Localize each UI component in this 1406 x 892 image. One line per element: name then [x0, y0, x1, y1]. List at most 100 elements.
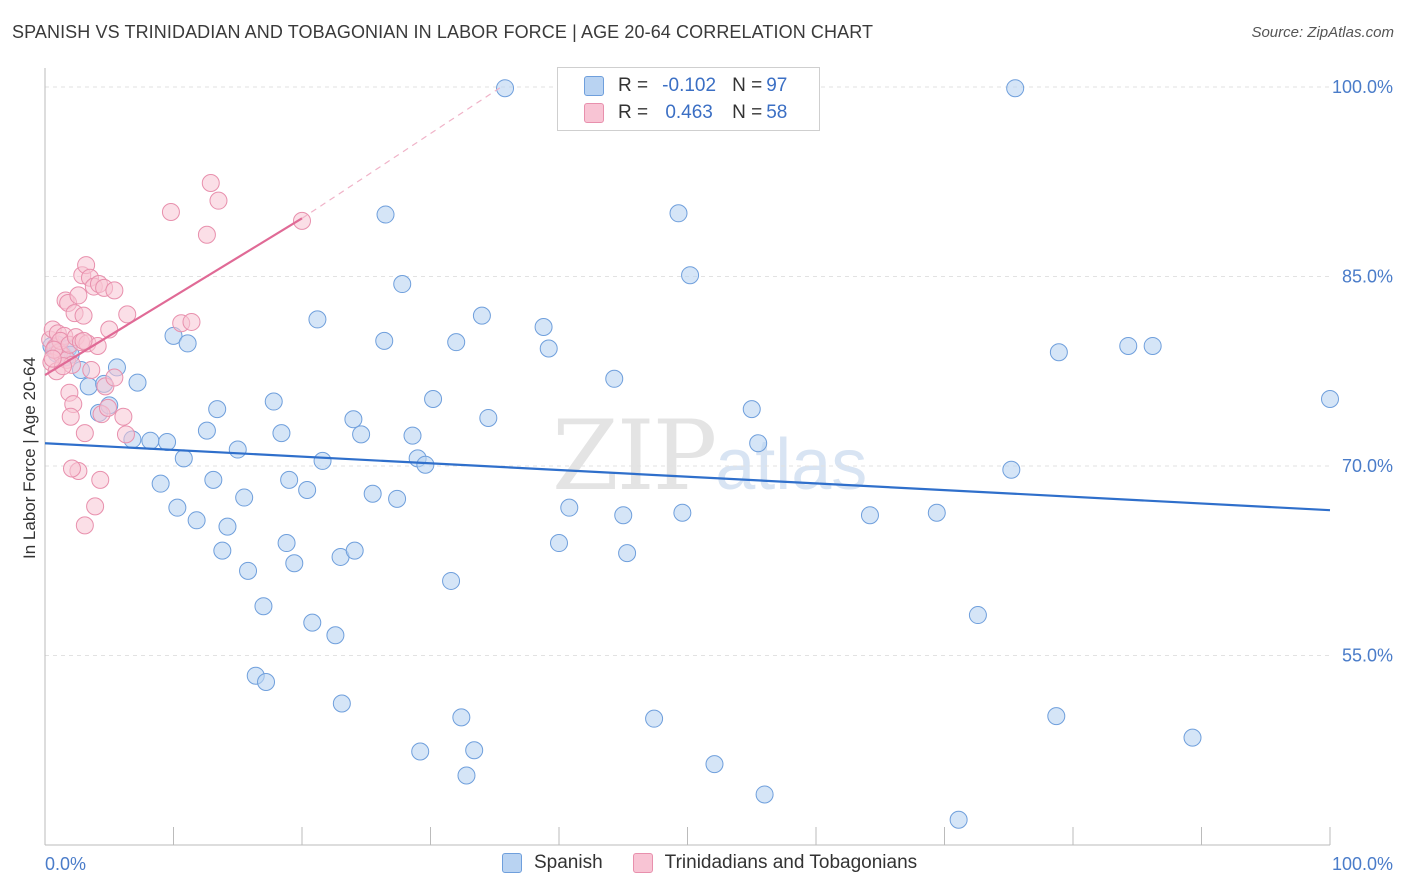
- spanish-point: [1183, 728, 1202, 747]
- spanish-point: [393, 275, 412, 294]
- axes: [44, 68, 1331, 846]
- y-tick-label: 70.0%: [1342, 456, 1393, 476]
- spanish-point: [79, 377, 98, 396]
- trinidadian-point: [75, 516, 94, 535]
- trend-lines: [44, 86, 1331, 512]
- spanish-point: [479, 408, 498, 427]
- x-tick-label: 100.0%: [1332, 854, 1393, 874]
- spanish-trend-line: [44, 442, 1331, 512]
- series-label-spanish: Spanish: [534, 852, 603, 873]
- spanish-point: [442, 571, 461, 590]
- legend-r-value: 0.463: [665, 102, 713, 123]
- legend-swatch-trinidadian: [584, 103, 604, 123]
- spanish-point: [280, 470, 299, 489]
- spanish-point: [681, 266, 700, 285]
- chart-title: SPANISH VS TRINIDADIAN AND TOBAGONIAN IN…: [12, 22, 874, 42]
- spanish-point: [158, 432, 177, 451]
- spanish-point: [534, 318, 553, 336]
- spanish-point: [344, 410, 363, 429]
- spanish-point: [197, 421, 216, 440]
- spanish-point: [264, 392, 283, 411]
- legend-n-value: 97: [766, 75, 788, 96]
- spanish-point: [363, 484, 382, 503]
- spanish-point: [860, 506, 879, 525]
- spanish-point: [673, 503, 692, 522]
- spanish-point: [669, 204, 688, 223]
- spanish-point: [755, 785, 774, 804]
- watermark-atlas: atlas: [715, 425, 868, 505]
- grid-lines: [45, 86, 1330, 656]
- watermark: ZIPatlas: [552, 400, 867, 512]
- spanish-point: [168, 498, 187, 517]
- legend-n-value: 58: [766, 102, 788, 123]
- spanish-point: [257, 673, 276, 692]
- correlation-legend: R = -0.102 N = 97 R = 0.463 N = 58: [557, 67, 820, 131]
- trinidadian-trend-extension: [301, 86, 502, 219]
- spanish-point: [326, 626, 345, 645]
- spanish-point: [308, 310, 327, 329]
- spanish-point: [128, 373, 147, 392]
- spanish-point: [235, 488, 254, 507]
- spanish-point: [496, 79, 515, 98]
- trinidadian-point: [74, 331, 93, 350]
- spanish-point: [550, 534, 568, 553]
- spanish-point: [452, 708, 471, 727]
- trinidadian-point: [118, 305, 137, 324]
- spanish-point: [277, 534, 296, 553]
- trinidadian-point: [293, 211, 311, 230]
- spanish-point: [605, 369, 624, 388]
- spanish-point: [141, 431, 160, 450]
- tick-labels: 55.0% 70.0% 85.0% 100.0% 0.0% 100.0%: [45, 77, 1393, 874]
- spanish-point: [1321, 390, 1339, 409]
- trinidadian-point: [69, 286, 88, 305]
- trinidadian-point: [74, 306, 93, 325]
- spanish-point: [1006, 79, 1025, 98]
- trinidadian-trend-line: [44, 217, 303, 376]
- trinidadian-point: [161, 203, 180, 222]
- spanish-point: [411, 742, 430, 761]
- spanish-points: [42, 79, 1339, 829]
- spanish-point: [465, 741, 484, 760]
- legend-r-value: -0.102: [662, 75, 717, 96]
- spanish-point: [1143, 336, 1162, 355]
- spanish-point: [614, 506, 633, 525]
- spanish-point: [272, 424, 291, 443]
- spanish-point: [539, 339, 558, 358]
- spanish-point: [239, 561, 258, 580]
- spanish-point: [204, 470, 223, 489]
- spanish-point: [472, 306, 491, 325]
- trinidadian-point: [182, 312, 201, 331]
- spanish-point: [352, 425, 371, 444]
- trinidadian-point: [209, 191, 228, 210]
- spanish-point: [968, 606, 987, 625]
- spanish-point: [1002, 460, 1021, 479]
- x-tick-label: 0.0%: [45, 854, 86, 874]
- spanish-point: [949, 810, 968, 829]
- spanish-point: [388, 489, 407, 508]
- spanish-point: [424, 390, 443, 409]
- trinidadian-point: [82, 360, 101, 379]
- spanish-point: [403, 426, 422, 445]
- spanish-point: [298, 480, 317, 499]
- trinidadian-point: [114, 407, 133, 426]
- spanish-point: [151, 474, 170, 493]
- spanish-point: [332, 694, 351, 713]
- spanish-point: [187, 511, 206, 530]
- series-legend-trinidadian: Trinidadians and Tobagonians: [632, 852, 917, 874]
- legend-r-label: R =: [618, 75, 649, 96]
- series-legend-spanish: Spanish: [502, 852, 603, 874]
- spanish-point: [927, 503, 946, 522]
- spanish-point: [1119, 336, 1138, 355]
- series-swatch-spanish: [502, 853, 522, 873]
- spanish-point: [213, 541, 232, 560]
- legend-swatch-spanish: [584, 76, 604, 96]
- legend-row-spanish: R = -0.102 N = 97: [584, 74, 787, 98]
- legend-r-label: R =: [618, 102, 649, 123]
- legend-n-label: N =: [732, 102, 763, 123]
- trinidadian-point: [105, 281, 124, 300]
- trinidadian-point: [86, 497, 105, 516]
- y-tick-label: 100.0%: [1332, 77, 1393, 97]
- spanish-point: [303, 613, 322, 632]
- spanish-point: [705, 755, 724, 774]
